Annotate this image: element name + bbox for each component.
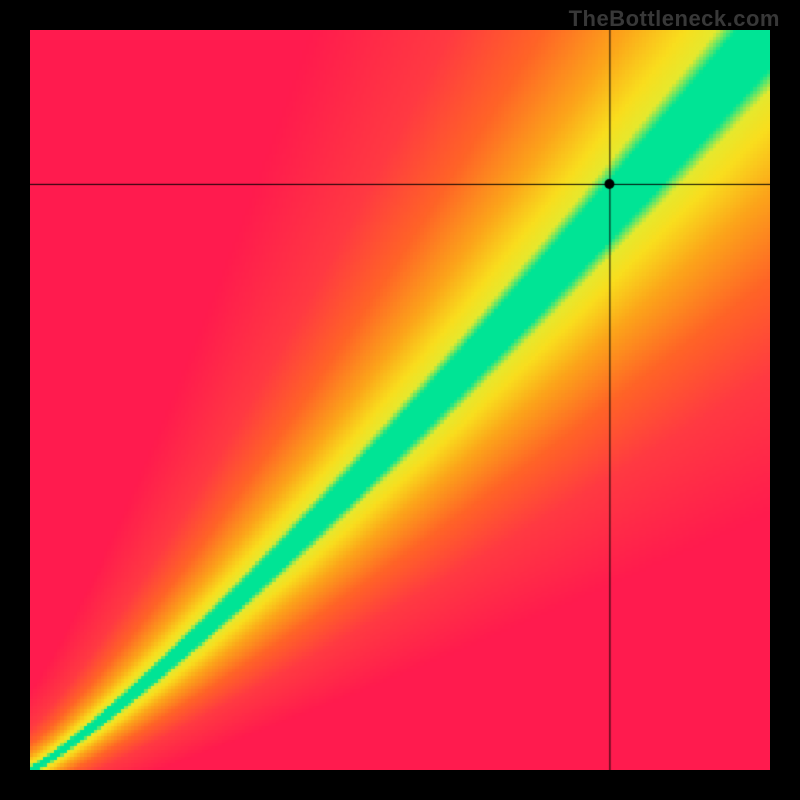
bottleneck-heatmap [30, 30, 770, 770]
watermark-text: TheBottleneck.com [569, 6, 780, 32]
heatmap-canvas [30, 30, 770, 770]
